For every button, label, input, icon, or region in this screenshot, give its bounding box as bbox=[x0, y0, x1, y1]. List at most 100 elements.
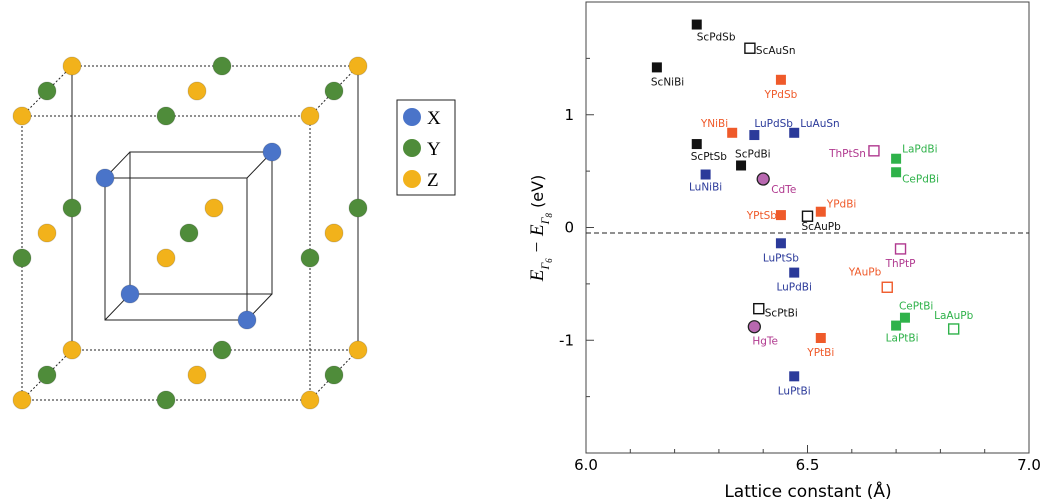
point-ynibi bbox=[727, 127, 738, 138]
point-yptbi bbox=[815, 332, 826, 343]
point-cepdbi bbox=[891, 167, 902, 178]
point-luptbi bbox=[789, 371, 800, 382]
atom-y bbox=[324, 81, 344, 101]
point-luausn bbox=[789, 127, 800, 138]
point-lupdsb-label: LuPdSb bbox=[754, 118, 793, 130]
point-thptsn-label: ThPtSn bbox=[828, 148, 866, 160]
atom-y bbox=[212, 340, 232, 360]
point-scptsb-label: ScPtSb bbox=[691, 151, 728, 163]
x-tick-label: 7.0 bbox=[1017, 456, 1041, 474]
atom-z bbox=[37, 223, 57, 243]
atom-y bbox=[324, 365, 344, 385]
point-scptbi-label: ScPtBi bbox=[765, 308, 798, 320]
point-yaupb-label: YAuPb bbox=[848, 266, 882, 278]
atom-z bbox=[62, 340, 82, 360]
svg-text:EΓ6 − EΓ8 (eV): EΓ6 − EΓ8 (eV) bbox=[527, 175, 554, 283]
point-scnibi-label: ScNiBi bbox=[651, 76, 684, 88]
point-laptbi bbox=[891, 320, 902, 331]
point-laaupb-label: LaAuPb bbox=[934, 310, 973, 322]
legend-x-label: X bbox=[427, 108, 441, 129]
atom-z bbox=[348, 340, 368, 360]
atom-z bbox=[187, 81, 207, 101]
legend-x-marker bbox=[403, 108, 421, 126]
y-tick-label: 1 bbox=[564, 106, 574, 124]
point-scnibi bbox=[651, 62, 662, 73]
legend-z-marker bbox=[403, 170, 421, 188]
point-scpdbi-label: ScPdBi bbox=[735, 148, 771, 160]
point-ypdbi bbox=[815, 206, 826, 217]
legend-y-marker bbox=[403, 139, 421, 157]
atom-z bbox=[300, 106, 320, 126]
point-ceptbi bbox=[899, 312, 910, 323]
point-cdte bbox=[756, 172, 770, 186]
atom-z bbox=[187, 365, 207, 385]
point-scaupb-label: ScAuPb bbox=[802, 221, 842, 233]
point-ypdbi-label: YPdBi bbox=[826, 199, 857, 211]
point-luptsb-label: LuPtSb bbox=[763, 252, 799, 264]
atom-y bbox=[156, 390, 176, 410]
point-yptsb bbox=[775, 210, 786, 221]
point-scptbi bbox=[753, 302, 765, 315]
y-axis-label: EΓ6 − EΓ8 (eV) bbox=[527, 175, 554, 283]
point-scpdsb bbox=[691, 19, 702, 30]
point-lapdbi-label: LaPdBi bbox=[902, 144, 937, 156]
inner-cube-edges bbox=[104, 151, 273, 321]
atoms bbox=[12, 56, 368, 410]
x-axis-label: Lattice constant (Å) bbox=[724, 480, 891, 502]
atom-y bbox=[62, 198, 82, 218]
y-tick-label: 0 bbox=[564, 219, 574, 237]
atom-x bbox=[262, 142, 282, 162]
crystal-structure-diagram: X Y Z bbox=[12, 56, 456, 410]
atom-z bbox=[300, 390, 320, 410]
legend: X Y Z bbox=[396, 99, 456, 196]
point-lapdbi bbox=[891, 153, 902, 164]
point-laaupb bbox=[947, 323, 960, 335]
point-ynibi-label: YNiBi bbox=[700, 118, 728, 130]
point-scpdsb-label: ScPdSb bbox=[697, 32, 736, 44]
point-ypdsb bbox=[775, 74, 786, 85]
atom-y bbox=[179, 223, 199, 243]
scatter-chart: 6.0 6.5 7.0 -1 0 1 ScPdSb ScAuSn ScNiBi YPdSb YNi… bbox=[527, 1, 1041, 502]
atom-z bbox=[204, 198, 224, 218]
atom-z bbox=[62, 56, 82, 76]
x-tick-label: 6.5 bbox=[796, 456, 820, 474]
point-lunibi bbox=[700, 169, 711, 180]
x-tick-label: 6.0 bbox=[574, 456, 598, 474]
point-cdte-label: CdTe bbox=[771, 184, 796, 196]
point-scausn-label: ScAuSn bbox=[756, 45, 796, 57]
point-yptbi-label: YPtBi bbox=[806, 347, 834, 359]
point-lupdsb bbox=[749, 130, 760, 141]
point-luptsb bbox=[775, 238, 786, 249]
point-ceptbi-label: CePtBi bbox=[899, 301, 933, 313]
point-lupdbi-label: LuPdBi bbox=[776, 282, 811, 294]
atom-y bbox=[212, 56, 232, 76]
point-luptbi-label: LuPtBi bbox=[778, 385, 811, 397]
point-scaupb bbox=[801, 210, 814, 222]
point-scpdbi bbox=[736, 160, 747, 171]
data-points: ScPdSb ScAuSn ScNiBi YPdSb YNiBi LuPdSb LuAuSn… bbox=[651, 19, 974, 397]
legend-y-label: Y bbox=[427, 139, 441, 160]
axis-ticks: 6.0 6.5 7.0 -1 0 1 bbox=[559, 1, 1041, 474]
atom-y bbox=[300, 248, 320, 268]
point-lunibi-label: LuNiBi bbox=[689, 182, 722, 194]
atom-y bbox=[348, 198, 368, 218]
point-cepdbi-label: CePdBi bbox=[902, 173, 939, 185]
point-yptsb-label: YPtSb bbox=[746, 210, 778, 222]
atom-z bbox=[156, 248, 176, 268]
y-tick-label: -1 bbox=[559, 331, 574, 349]
point-hgte bbox=[747, 320, 761, 334]
point-scptsb bbox=[691, 139, 702, 150]
point-yaupb bbox=[881, 281, 893, 293]
atom-x bbox=[95, 168, 115, 188]
point-scausn bbox=[744, 42, 756, 54]
atom-y bbox=[37, 365, 57, 385]
point-luausn-label: LuAuSn bbox=[800, 118, 839, 130]
atom-y bbox=[156, 106, 176, 126]
atom-z bbox=[12, 390, 32, 410]
point-ypdsb-label: YPdSb bbox=[764, 89, 798, 101]
atom-y bbox=[37, 81, 57, 101]
atom-z bbox=[348, 56, 368, 76]
point-thptp-label: ThPtP bbox=[885, 258, 916, 270]
point-lupdbi bbox=[789, 267, 800, 278]
legend-z-label: Z bbox=[427, 170, 439, 191]
